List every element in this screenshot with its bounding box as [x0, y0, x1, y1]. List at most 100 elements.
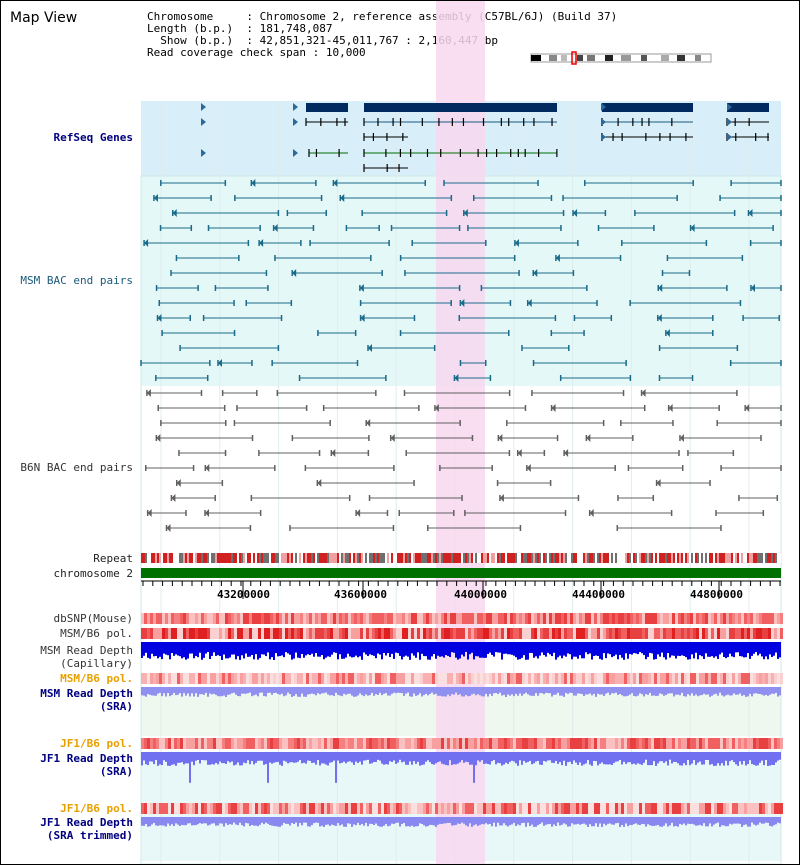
heat-cell: [750, 628, 753, 639]
heat-cell: [711, 628, 714, 639]
heat-cell: [471, 803, 474, 814]
read-depth-bar: [381, 752, 383, 764]
read-depth-bar: [777, 817, 779, 823]
read-depth-bar: [505, 817, 507, 826]
msm-pair-arrow: [172, 209, 177, 217]
repeat-bar: [261, 553, 263, 563]
read-depth-bar: [693, 687, 695, 696]
read-depth-bar: [755, 817, 757, 826]
heat-cell: [525, 613, 528, 624]
heat-cell: [768, 803, 771, 814]
heat-cell: [303, 673, 306, 684]
heat-cell: [567, 803, 570, 814]
heat-cell: [522, 613, 525, 624]
repeat-bar: [595, 553, 597, 563]
read-depth-bar: [577, 752, 579, 765]
heat-cell: [432, 673, 435, 684]
heat-cell: [609, 803, 612, 814]
ideogram-band: [587, 55, 595, 61]
read-depth-bar: [207, 642, 209, 653]
repeat-bar: [495, 553, 497, 563]
read-depth-bar: [193, 687, 195, 697]
read-depth-bar: [289, 752, 291, 763]
read-depth-bar: [513, 752, 515, 762]
repeat-bar: [591, 553, 593, 563]
gene-strand-arrow: [727, 133, 732, 141]
read-depth-bar: [547, 752, 549, 761]
heat-cell: [387, 628, 390, 639]
repeat-bar: [519, 553, 521, 563]
read-depth-bar: [735, 642, 737, 653]
read-depth-bar: [739, 752, 741, 762]
read-depth-bar: [717, 752, 719, 764]
read-depth-bar: [587, 817, 589, 827]
repeat-bar: [347, 553, 349, 563]
heat-cell: [381, 738, 384, 749]
read-depth-bar: [591, 687, 593, 696]
read-depth-bar: [253, 687, 255, 696]
read-depth-bar: [773, 752, 775, 765]
read-depth-bar: [141, 817, 143, 826]
read-depth-bar: [327, 687, 329, 695]
read-depth-bar: [297, 752, 299, 762]
read-depth-bar: [259, 687, 261, 693]
heat-cell: [516, 673, 519, 684]
read-depth-bar: [327, 642, 329, 657]
read-depth-bar: [467, 687, 469, 697]
read-depth-bar: [763, 752, 765, 766]
read-depth-bar: [631, 752, 633, 765]
read-depth-bar: [521, 642, 523, 658]
read-depth-bar: [765, 817, 767, 823]
read-depth-bar: [773, 687, 775, 694]
read-depth-bar: [443, 752, 445, 765]
heat-cell: [423, 613, 426, 624]
heat-cell: [555, 613, 558, 624]
heat-cell: [351, 673, 354, 684]
repeat-bar: [367, 553, 369, 563]
heat-cell: [699, 803, 702, 814]
heat-cell: [657, 628, 660, 639]
repeat-bar: [393, 553, 395, 563]
heat-cell: [453, 673, 456, 684]
heat-cell: [582, 803, 585, 814]
heat-cell: [534, 738, 537, 749]
repeat-bar: [667, 553, 669, 563]
read-depth-bar: [701, 687, 703, 696]
msm-bac-end-pairs-label[interactable]: MSM BAC end pairs: [20, 274, 133, 287]
read-depth-bar: [581, 642, 583, 659]
read-depth-bar: [319, 817, 321, 827]
heat-cell: [438, 738, 441, 749]
heat-cell: [153, 673, 156, 684]
refseq-genes-label[interactable]: RefSeq Genes: [53, 131, 133, 144]
read-depth-bar: [513, 642, 515, 656]
repeat-bar: [723, 553, 725, 563]
heat-cell: [252, 673, 255, 684]
read-depth-bar: [449, 687, 451, 697]
read-depth-bar: [667, 752, 669, 766]
heat-cell: [567, 628, 570, 639]
heat-cell: [711, 803, 714, 814]
heat-cell: [369, 628, 372, 639]
read-depth-bar: [593, 817, 595, 827]
heat-cell: [450, 613, 453, 624]
heat-cell: [384, 803, 387, 814]
b6n-bac-end-pairs-label[interactable]: B6N BAC end pairs: [20, 461, 133, 474]
heat-cell: [561, 613, 564, 624]
heat-cell: [156, 673, 159, 684]
read-depth-bar: [491, 817, 493, 827]
gene-strand-arrow: [727, 118, 732, 126]
read-depth-bar: [385, 642, 387, 656]
read-depth-bar: [695, 817, 697, 826]
read-depth-bar: [773, 817, 775, 826]
read-depth-bar: [347, 642, 349, 654]
heat-cell: [495, 673, 498, 684]
read-depth-bar: [213, 752, 215, 765]
read-depth-bar: [363, 752, 365, 761]
heat-cell: [234, 628, 237, 639]
read-depth-bar: [157, 817, 159, 826]
read-depth-bar: [353, 752, 355, 765]
heat-cell: [663, 738, 666, 749]
read-depth-bar: [737, 817, 739, 824]
